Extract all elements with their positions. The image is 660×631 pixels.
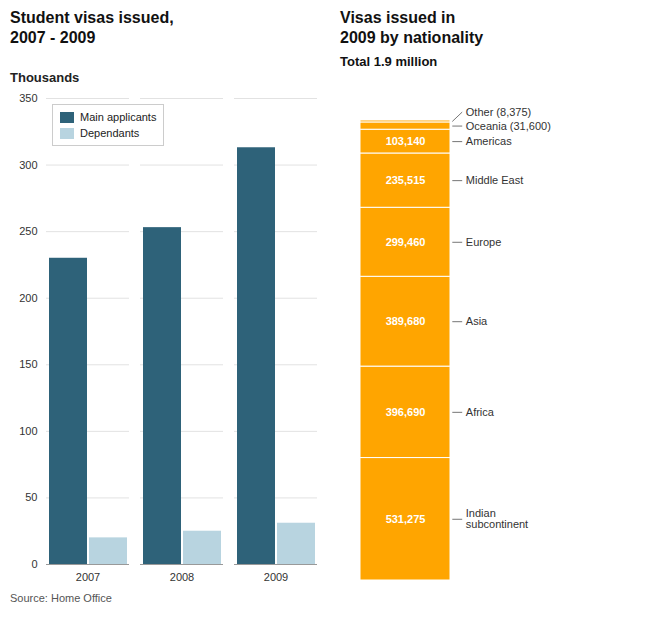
svg-text:2009: 2009 <box>264 571 288 583</box>
html-text:Visas issued in 2009 by nation: Visas issued in 2009 by nationality <box>340 9 484 46</box>
svg-text:350: 350 <box>19 92 37 104</box>
svg-text:235,515: 235,515 <box>386 174 426 186</box>
svg-text:531,275: 531,275 <box>386 513 426 525</box>
svg-text:250: 250 <box>19 225 37 237</box>
svg-text:2008: 2008 <box>170 571 194 583</box>
svg-text:Other (8,375): Other (8,375) <box>466 106 531 118</box>
html-text:Source: Home Office: Source: Home Office <box>10 592 112 604</box>
html-text:Total 1.9 million: Total 1.9 million <box>340 54 438 69</box>
svg-text:50: 50 <box>25 491 37 503</box>
svg-text:0: 0 <box>31 558 37 570</box>
html-text:Dependants: Dependants <box>80 127 140 139</box>
svg-text:Americas: Americas <box>466 135 512 147</box>
svg-text:100: 100 <box>19 425 37 437</box>
svg-text:Middle East: Middle East <box>466 174 523 186</box>
svg-text:Oceania (31,600): Oceania (31,600) <box>466 120 551 132</box>
svg-text:200: 200 <box>19 292 37 304</box>
html-text:Thousands: Thousands <box>10 70 80 85</box>
html-text:Student visas issued, 2007 - 2: Student visas issued, 2007 - 2009 <box>10 9 174 46</box>
html-text:Main applicants: Main applicants <box>80 111 157 123</box>
svg-text:396,690: 396,690 <box>386 406 426 418</box>
svg-text:389,680: 389,680 <box>386 315 426 327</box>
svg-text:Indiansubcontinent: Indiansubcontinent <box>466 507 528 530</box>
svg-text:300: 300 <box>19 159 37 171</box>
svg-text:Asia: Asia <box>466 315 488 327</box>
svg-text:150: 150 <box>19 358 37 370</box>
svg-text:2007: 2007 <box>76 571 100 583</box>
svg-text:103,140: 103,140 <box>386 135 426 147</box>
svg-text:Europe: Europe <box>466 236 501 248</box>
svg-text:Africa: Africa <box>466 406 495 418</box>
svg-text:299,460: 299,460 <box>386 236 426 248</box>
